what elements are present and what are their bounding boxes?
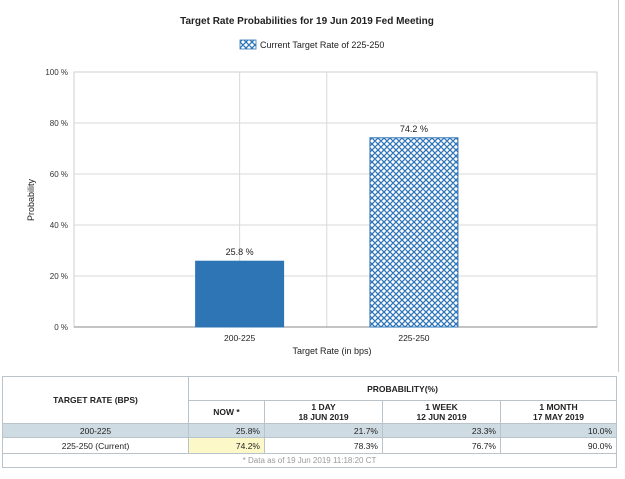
value-cell: 78.3% — [264, 437, 383, 454]
y-tick-label: 60 % — [50, 170, 68, 179]
probability-chart: Target Rate Probabilities for 19 Jun 201… — [26, 16, 598, 356]
table-row: 225-250 (Current) 74.2% 78.3% 76.7% 90.0… — [2, 437, 618, 454]
value-cell: 10.0% — [499, 423, 618, 438]
x-tick-label: 200-225 — [224, 333, 255, 343]
y-tick-label: 20 % — [50, 272, 68, 281]
data-label: 74.2 % — [400, 124, 428, 134]
value-cell: 76.7% — [382, 437, 501, 454]
plot-frame — [73, 71, 598, 328]
value-cell: 23.3% — [382, 423, 501, 438]
header-now: NOW * — [188, 400, 265, 424]
chart-title: Target Rate Probabilities for 19 Jun 201… — [180, 16, 434, 27]
rate-cell: 200-225 — [2, 423, 189, 438]
y-tick-label: 40 % — [50, 221, 68, 230]
frame-border — [618, 0, 619, 372]
legend-label: Current Target Rate of 225-250 — [260, 40, 384, 50]
bar-225-250 — [369, 137, 459, 328]
header-1-week: 1 WEEK 12 JUN 2019 — [382, 400, 501, 424]
x-tick-label: 225-250 — [398, 333, 429, 343]
value-cell: 90.0% — [499, 437, 618, 454]
legend-swatch — [239, 39, 257, 50]
y-axis-label: Probability — [26, 178, 36, 221]
data-label: 25.8 % — [226, 247, 254, 257]
plot-area: 0 % 20 % 40 % 60 % 80 % 100 % 25.8 % 200-225 74.… — [45, 68, 598, 343]
header-probability: PROBABILITY(%) — [187, 375, 618, 402]
data-timestamp: * Data as of 19 Jun 2019 11:18:20 CT — [1, 453, 618, 468]
probability-table: TARGET RATE (BPS) PROBABILITY(%) NOW * 1… — [1, 375, 618, 468]
y-tick-label: 0 % — [54, 323, 68, 332]
header-1-month: 1 MONTH 17 MAY 2019 — [499, 400, 618, 424]
rate-cell: 225-250 (Current) — [2, 437, 189, 454]
y-tick-label: 100 % — [45, 68, 68, 77]
header-target-rate: TARGET RATE (BPS) — [2, 376, 189, 424]
value-cell: 25.8% — [188, 423, 265, 438]
table-row: 200-225 25.8% 21.7% 23.3% 10.0% — [2, 423, 618, 438]
header-1-day: 1 DAY 18 JUN 2019 — [264, 400, 383, 424]
x-axis-label: Target Rate (in bps) — [292, 346, 371, 356]
bar-200-225 — [195, 260, 285, 328]
legend[interactable]: Current Target Rate of 225-250 — [239, 39, 384, 50]
value-cell: 21.7% — [264, 423, 383, 438]
y-tick-label: 80 % — [50, 119, 68, 128]
value-cell: 74.2% — [188, 437, 265, 454]
